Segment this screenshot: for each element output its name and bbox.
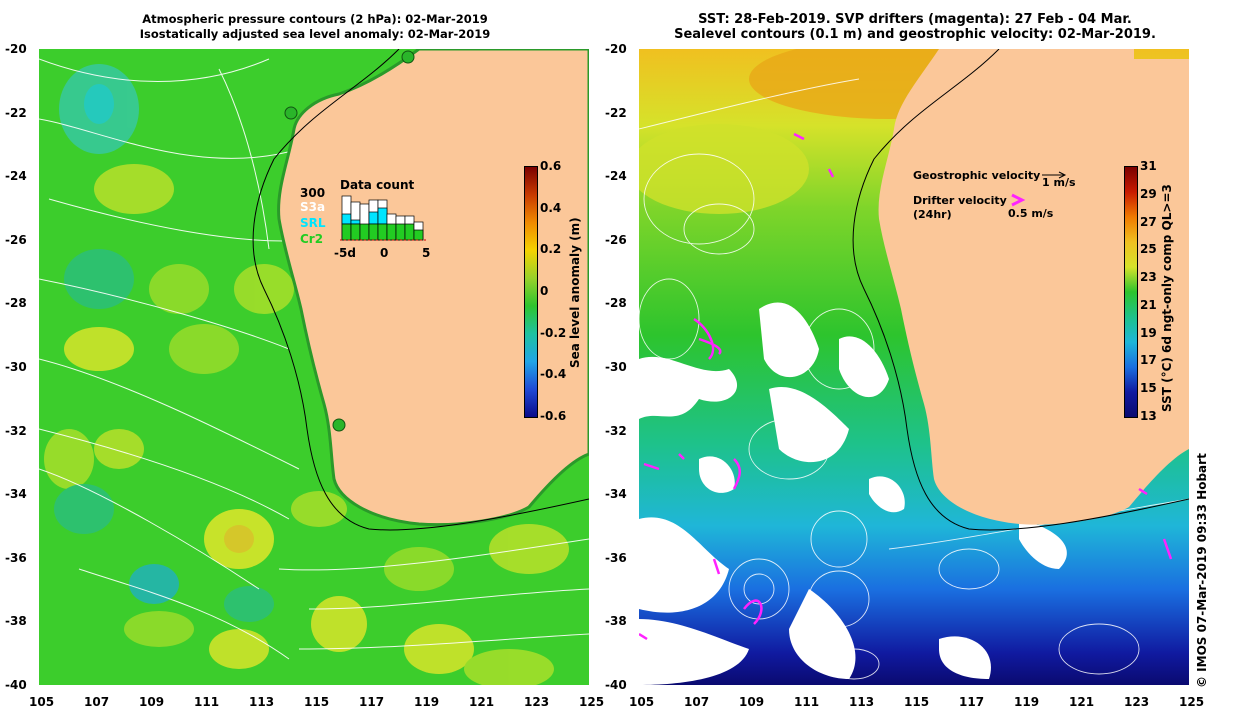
left-title-line1: Atmospheric pressure contours (2 hPa): 0… (142, 12, 488, 26)
colorbar-tick: 0.6 (540, 159, 562, 173)
inset-legend-srl: SRL (300, 216, 326, 230)
right-ytick: -32 (605, 423, 627, 438)
left-ytick: -20 (5, 42, 27, 56)
right-xtick: 119 (1014, 695, 1040, 709)
inset-bars (340, 195, 426, 241)
left-ytick: -40 (5, 678, 27, 692)
left-title-line2: Isostatically adjusted sea level anomaly… (139, 27, 491, 41)
sea-level-colorbar-label: Sea level anomaly (m) (568, 217, 582, 368)
drifter-velocity-label: Drifter velocity (913, 194, 1007, 207)
colorbar-tick: -0.6 (540, 409, 567, 423)
colorbar-tick: 19 (1140, 325, 1157, 340)
right-title: SST: 28-Feb-2019. SVP drifters (magenta)… (640, 12, 1190, 42)
right-title-line1: SST: 28-Feb-2019. SVP drifters (magenta)… (698, 12, 1132, 27)
left-xtick: 109 (139, 695, 165, 709)
inset-legend-cr2: Cr2 (300, 232, 324, 246)
sea-level-anomaly-map (39, 49, 589, 685)
colorbar-tick: 0.4 (540, 200, 562, 215)
left-ytick: -28 (5, 296, 27, 311)
sst-colorbar (1124, 166, 1138, 418)
colorbar-tick: -0.4 (540, 367, 567, 382)
left-xtick: 107 (84, 695, 110, 709)
sst-colorbar-label: SST (°C) 6d ngt-only comp QL>=3 (1160, 184, 1174, 412)
right-xtick: 123 (1124, 695, 1150, 709)
right-ytick: -24 (605, 169, 627, 184)
left-xtick: 115 (304, 695, 330, 709)
right-xtick: 113 (849, 695, 875, 709)
geostrophic-velocity-label: Geostrophic velocity (913, 169, 1041, 182)
imos-credit: © IMOS 07-Mar-2019 09:33 Hobart (1195, 453, 1209, 688)
right-ytick: -34 (605, 487, 627, 502)
inset-title: Data count (340, 178, 415, 192)
colorbar-tick: 13 (1140, 409, 1157, 423)
geostrophic-velocity-scale: 1 m/s (1042, 176, 1076, 189)
left-xtick: 125 (579, 695, 605, 709)
right-ytick: -20 (605, 42, 627, 56)
drifter-velocity-scale: 0.5 m/s (1008, 207, 1054, 220)
right-xtick: 109 (739, 695, 765, 709)
right-xtick: 107 (684, 695, 710, 709)
left-ytick: -22 (5, 105, 27, 120)
right-title-line2: Sealevel contours (0.1 m) and geostrophi… (674, 27, 1156, 42)
inset-legend-s3a: S3a (300, 200, 326, 214)
inset-xtick-start: -5d (334, 246, 356, 260)
inset-xtick-mid: 0 (380, 246, 389, 260)
sst-map (639, 49, 1189, 685)
left-xtick: 111 (194, 695, 220, 709)
left-ytick: -34 (5, 487, 27, 502)
left-xtick: 119 (414, 695, 440, 709)
geostrophic-arrow-icon (1042, 171, 1067, 179)
inset-xtick-end: 5 (422, 246, 431, 260)
right-ytick: -30 (605, 360, 627, 374)
left-xtick: 117 (359, 695, 385, 709)
right-ytick: -28 (605, 296, 627, 311)
colorbar-tick: 15 (1140, 381, 1157, 396)
right-ytick: -36 (605, 550, 627, 565)
right-ytick: -26 (605, 232, 627, 247)
right-xtick: 115 (904, 695, 930, 709)
sea-level-colorbar (524, 166, 538, 418)
colorbar-tick: 25 (1140, 242, 1157, 257)
colorbar-tick: 0.2 (540, 242, 562, 257)
left-ytick: -36 (5, 550, 27, 565)
data-count-inset: Data count 300 S3a SRL Cr2 -5d 0 5 (296, 178, 436, 263)
sst-map-svg (639, 49, 1189, 685)
left-xtick: 113 (249, 695, 275, 709)
right-xtick: 117 (959, 695, 985, 709)
left-xtick: 121 (469, 695, 495, 709)
right-xtick: 121 (1069, 695, 1095, 709)
sea-level-map-svg (39, 49, 589, 685)
left-ytick: -24 (5, 169, 27, 184)
left-ytick: -38 (5, 614, 27, 629)
colorbar-tick: 21 (1140, 297, 1157, 312)
colorbar-tick: 0 (540, 284, 549, 298)
colorbar-tick: -0.2 (540, 325, 567, 340)
drifter-arrow-icon (1011, 193, 1026, 207)
right-xtick: 105 (629, 695, 655, 709)
inset-max-label: 300 (300, 186, 326, 200)
colorbar-tick: 29 (1140, 186, 1157, 201)
drifter-velocity-period: (24hr) (913, 208, 952, 221)
left-xtick: 123 (524, 695, 550, 709)
right-xtick: 111 (794, 695, 820, 709)
right-xtick: 125 (1179, 695, 1205, 709)
left-ytick: -32 (5, 423, 27, 438)
colorbar-tick: 27 (1140, 214, 1157, 229)
left-ytick: -30 (5, 360, 27, 374)
right-ytick: -40 (605, 678, 627, 692)
right-ytick: -22 (605, 105, 627, 120)
left-xtick: 105 (29, 695, 55, 709)
left-title: Atmospheric pressure contours (2 hPa): 0… (40, 12, 590, 42)
left-ytick: -26 (5, 232, 27, 247)
colorbar-tick: 23 (1140, 270, 1157, 285)
colorbar-tick: 31 (1140, 159, 1157, 173)
right-ytick: -38 (605, 614, 627, 629)
colorbar-tick: 17 (1140, 353, 1157, 368)
